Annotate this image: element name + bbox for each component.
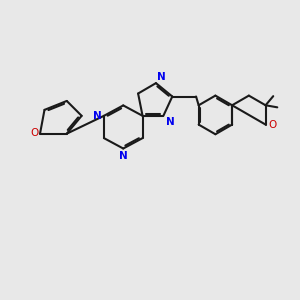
Text: N: N bbox=[119, 152, 128, 161]
Text: N: N bbox=[166, 117, 175, 127]
Text: O: O bbox=[31, 128, 39, 138]
Text: N: N bbox=[158, 72, 166, 82]
Text: N: N bbox=[93, 111, 102, 121]
Text: O: O bbox=[268, 120, 277, 130]
